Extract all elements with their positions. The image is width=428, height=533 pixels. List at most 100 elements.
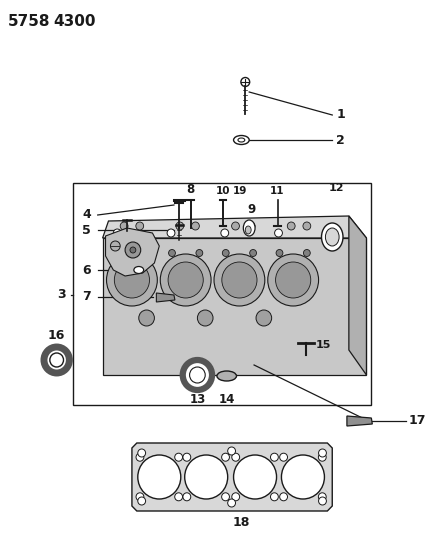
Circle shape [303,222,311,230]
Circle shape [318,493,326,501]
Text: 18: 18 [233,516,250,529]
Text: 1: 1 [336,109,345,122]
Ellipse shape [234,135,249,144]
Circle shape [222,493,229,501]
Circle shape [250,249,256,256]
Polygon shape [103,238,366,375]
Text: 6: 6 [82,263,91,277]
Circle shape [270,493,278,501]
Polygon shape [132,443,332,511]
Circle shape [303,249,310,256]
Circle shape [136,453,144,461]
Text: 10: 10 [216,186,230,196]
Ellipse shape [217,371,237,381]
Text: 12: 12 [328,183,344,193]
Circle shape [328,229,336,237]
Ellipse shape [245,226,251,234]
Circle shape [196,249,203,256]
Circle shape [138,455,181,499]
Circle shape [270,453,278,461]
Text: 11: 11 [270,186,285,196]
Text: 16: 16 [48,329,65,342]
Text: 9: 9 [247,203,255,216]
Circle shape [136,493,144,501]
Ellipse shape [238,138,245,142]
Circle shape [175,493,183,501]
Circle shape [107,254,158,306]
Circle shape [192,222,199,230]
Circle shape [222,262,257,298]
Circle shape [169,249,175,256]
Circle shape [160,254,211,306]
Circle shape [279,493,288,501]
Circle shape [197,310,213,326]
Text: 17: 17 [408,415,426,427]
Circle shape [114,262,149,298]
Circle shape [110,241,120,251]
Polygon shape [349,216,366,375]
Circle shape [214,254,265,306]
Circle shape [279,453,288,461]
Circle shape [234,455,276,499]
Circle shape [222,249,229,256]
Text: 4300: 4300 [54,14,96,29]
Text: 4: 4 [82,208,91,222]
Circle shape [125,242,141,258]
Circle shape [183,493,191,501]
Circle shape [318,449,327,457]
Circle shape [247,222,255,230]
Circle shape [221,229,229,237]
Text: 19: 19 [233,186,247,196]
Polygon shape [106,228,159,276]
Circle shape [190,367,205,383]
Circle shape [256,310,272,326]
Circle shape [318,453,326,461]
Circle shape [222,453,229,461]
Circle shape [241,77,250,86]
Circle shape [142,249,149,256]
Text: 7: 7 [82,290,91,303]
Circle shape [138,497,146,505]
Circle shape [113,229,121,237]
Circle shape [175,453,183,461]
Circle shape [138,449,146,457]
Text: 8: 8 [187,183,195,196]
Polygon shape [156,293,175,302]
Ellipse shape [325,228,339,246]
Circle shape [183,360,212,390]
Polygon shape [103,216,366,238]
Circle shape [276,249,283,256]
Circle shape [232,453,240,461]
Circle shape [136,222,144,230]
Circle shape [232,493,240,501]
Text: 14: 14 [219,393,235,406]
Text: 2: 2 [336,133,345,147]
Circle shape [232,222,239,230]
Circle shape [185,455,228,499]
Text: 3: 3 [57,288,65,302]
Circle shape [176,222,184,230]
Circle shape [120,222,128,230]
Circle shape [228,499,235,507]
Text: 13: 13 [189,393,205,406]
Circle shape [282,455,324,499]
Circle shape [183,453,191,461]
Circle shape [318,497,327,505]
Text: 5: 5 [82,223,91,237]
Ellipse shape [244,220,255,236]
Bar [73,183,372,405]
Circle shape [50,353,63,367]
Circle shape [276,262,311,298]
Circle shape [167,229,175,237]
Ellipse shape [321,223,343,251]
Text: 15: 15 [315,340,331,350]
Circle shape [228,447,235,455]
Circle shape [44,347,69,373]
Ellipse shape [134,266,144,273]
Polygon shape [347,416,372,426]
Circle shape [130,247,136,253]
Circle shape [287,222,295,230]
Circle shape [168,262,203,298]
Circle shape [268,254,318,306]
Circle shape [275,229,282,237]
